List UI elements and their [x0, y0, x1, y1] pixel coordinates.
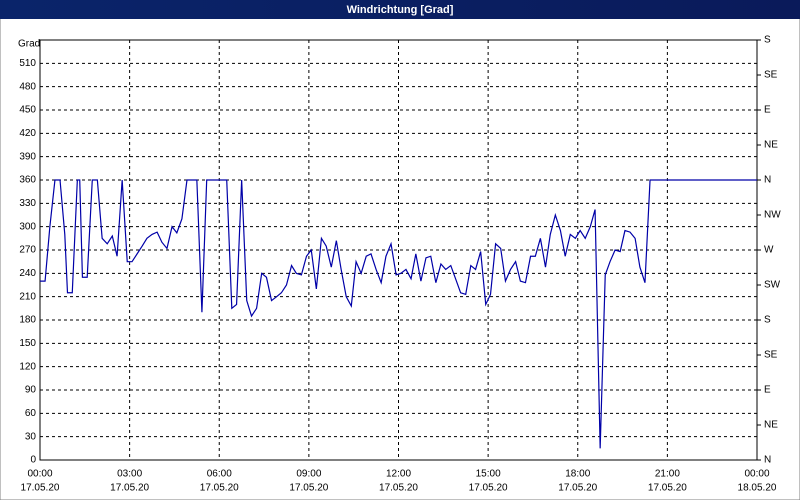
y-tick-label: 150	[19, 338, 36, 349]
y2-tick-label: E	[764, 105, 771, 116]
x-tick-date: 17.05.20	[200, 483, 239, 494]
y-tick-label: 450	[19, 105, 36, 116]
y2-tick-label: N	[764, 455, 771, 466]
y-tick-label: 90	[25, 385, 37, 396]
y2-tick-label: N	[764, 175, 771, 186]
y2-tick-label: S	[764, 35, 771, 46]
data-line	[40, 179, 757, 449]
x-tick-date: 17.05.20	[648, 483, 687, 494]
x-tick-label: 03:00	[117, 469, 142, 480]
y-tick-label: 390	[19, 151, 36, 162]
y-tick-label: 180	[19, 315, 36, 326]
x-tick-date: 17.05.20	[379, 483, 418, 494]
x-tick-date: 18.05.20	[738, 483, 777, 494]
y-tick-label: 300	[19, 221, 36, 232]
y-tick-label: 30	[25, 431, 37, 442]
x-tick-date: 17.05.20	[289, 483, 328, 494]
x-tick-label: 09:00	[296, 469, 321, 480]
y2-tick-label: NE	[764, 140, 778, 151]
x-tick-label: 12:00	[386, 469, 411, 480]
x-tick-date: 17.05.20	[469, 483, 508, 494]
x-tick-date: 17.05.20	[110, 483, 149, 494]
x-tick-label: 00:00	[744, 469, 769, 480]
x-tick-date: 17.05.20	[21, 483, 60, 494]
y-tick-label: 270	[19, 245, 36, 256]
y-tick-label: 60	[25, 408, 37, 419]
x-tick-date: 17.05.20	[558, 483, 597, 494]
y-tick-label: 360	[19, 175, 36, 186]
x-tick-label: 00:00	[27, 469, 52, 480]
y-tick-label: 210	[19, 291, 36, 302]
y2-tick-label: S	[764, 315, 771, 326]
y2-tick-label: NW	[764, 210, 781, 221]
x-tick-label: 21:00	[655, 469, 680, 480]
y2-tick-label: SW	[764, 280, 781, 291]
y2-tick-label: W	[764, 245, 774, 256]
y-tick-label: 330	[19, 198, 36, 209]
y-axis-label: Grad	[18, 39, 40, 50]
y-tick-label: 120	[19, 361, 36, 372]
y2-tick-label: SE	[764, 350, 778, 361]
chart-title: Windrichtung [Grad]	[347, 4, 454, 16]
title-bar	[0, 0, 800, 19]
x-tick-label: 15:00	[476, 469, 501, 480]
x-tick-label: 06:00	[207, 469, 232, 480]
y2-tick-label: E	[764, 385, 771, 396]
y2-tick-label: NE	[764, 420, 778, 431]
y-tick-label: 510	[19, 58, 36, 69]
x-tick-label: 18:00	[565, 469, 590, 480]
y-tick-label: 240	[19, 268, 36, 279]
y-tick-label: 480	[19, 81, 36, 92]
y-tick-label: 0	[30, 455, 36, 466]
y-tick-label: 420	[19, 128, 36, 139]
y2-tick-label: SE	[764, 70, 778, 81]
